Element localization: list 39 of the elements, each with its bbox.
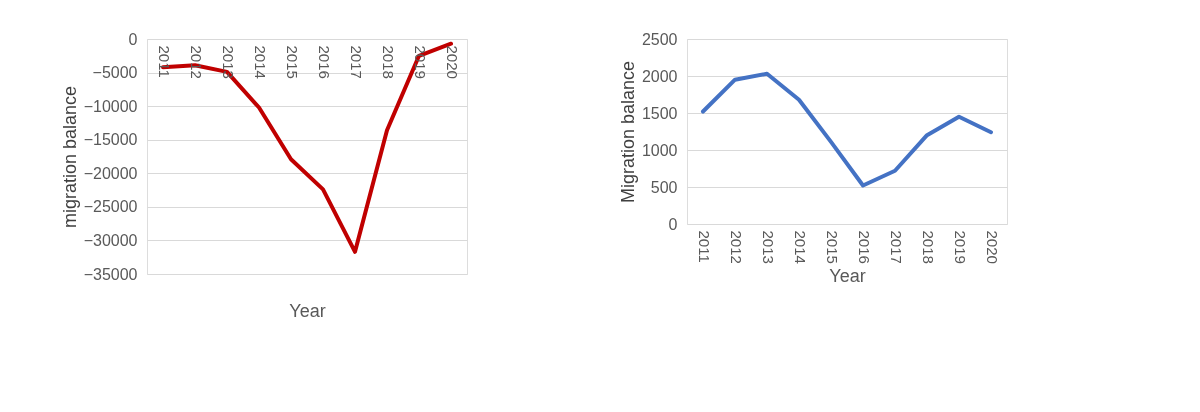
x-axis-title: Year bbox=[829, 265, 866, 286]
y-tick-label: 0 bbox=[668, 215, 678, 233]
x-tick-label: 2014 bbox=[251, 45, 269, 79]
x-tick-label: 2011 bbox=[155, 45, 173, 78]
x-tick-label: 2018 bbox=[379, 45, 397, 79]
y-tick-label: 1500 bbox=[641, 104, 678, 122]
y-axis-title: migration balance bbox=[59, 85, 80, 229]
y-tick-label: −35000 bbox=[83, 265, 138, 283]
x-tick-label: 2019 bbox=[951, 230, 969, 264]
line-series bbox=[701, 71, 993, 188]
y-tick-label: 0 bbox=[128, 30, 138, 48]
x-tick-label: 2013 bbox=[219, 45, 237, 79]
y-tick-label: −30000 bbox=[83, 231, 138, 249]
x-tick-label: 2020 bbox=[983, 230, 1001, 264]
y-tick-label: 2500 bbox=[641, 30, 678, 48]
x-tick-label: 2016 bbox=[855, 230, 873, 264]
y-tick-label: −5000 bbox=[92, 64, 138, 82]
x-tick-label: 2018 bbox=[919, 230, 937, 264]
y-tick-label: −25000 bbox=[83, 198, 138, 216]
x-axis-title: Year bbox=[289, 300, 326, 321]
y-tick-label: −10000 bbox=[83, 97, 138, 115]
x-tick-label: 2013 bbox=[759, 230, 777, 264]
y-tick-label: 1000 bbox=[641, 141, 678, 159]
y-tick-label: 2000 bbox=[641, 67, 678, 85]
x-tick-label: 2011 bbox=[695, 230, 713, 263]
y-tick-label: 500 bbox=[650, 178, 678, 196]
y-axis-title: Migration balance bbox=[617, 60, 638, 204]
x-tick-label: 2012 bbox=[187, 45, 205, 79]
x-tick-label: 2017 bbox=[887, 230, 905, 264]
x-tick-label: 2016 bbox=[315, 45, 333, 79]
x-tick-label: 2020 bbox=[443, 45, 461, 79]
x-tick-label: 2012 bbox=[727, 230, 745, 264]
y-tick-label: −20000 bbox=[83, 164, 138, 182]
x-tick-label: 2019 bbox=[411, 45, 429, 79]
x-tick-label: 2017 bbox=[347, 45, 365, 79]
x-tick-label: 2015 bbox=[823, 230, 841, 264]
x-tick-label: 2014 bbox=[791, 230, 809, 264]
y-tick-label: −15000 bbox=[83, 131, 138, 149]
x-tick-label: 2015 bbox=[283, 45, 301, 79]
